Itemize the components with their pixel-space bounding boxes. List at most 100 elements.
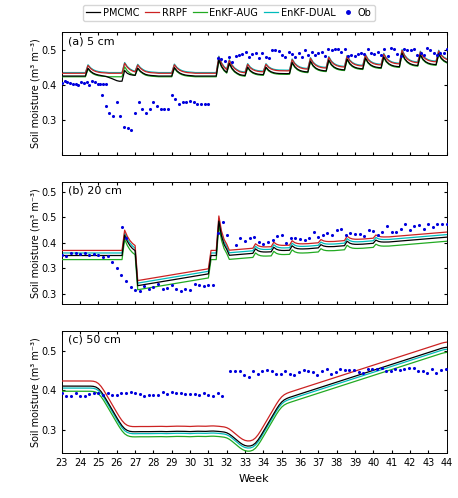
Point xyxy=(442,366,449,374)
Point xyxy=(154,391,162,399)
Point xyxy=(191,280,198,288)
Point xyxy=(419,367,426,375)
Point xyxy=(168,91,175,99)
Point xyxy=(420,51,427,59)
Point xyxy=(122,277,130,285)
Point xyxy=(365,226,372,234)
Point xyxy=(196,391,203,399)
Point xyxy=(360,232,368,240)
Point xyxy=(86,250,93,258)
Point xyxy=(122,389,130,397)
Point xyxy=(205,280,212,288)
Point xyxy=(186,389,194,397)
Point xyxy=(214,54,221,62)
Point xyxy=(391,45,398,53)
Point xyxy=(232,241,240,249)
Point xyxy=(407,45,414,53)
Point xyxy=(113,98,120,106)
Point xyxy=(438,220,446,228)
Point xyxy=(168,281,175,289)
Point xyxy=(348,51,355,59)
Point xyxy=(341,45,349,53)
Point xyxy=(324,229,331,237)
Point xyxy=(164,390,171,398)
Point xyxy=(131,109,139,117)
Point xyxy=(437,366,445,374)
Point xyxy=(273,232,281,240)
Point xyxy=(141,392,148,400)
Point xyxy=(286,370,294,378)
Point xyxy=(182,390,189,398)
Point xyxy=(420,225,427,233)
Point xyxy=(342,232,349,240)
Point xyxy=(296,236,304,244)
Point xyxy=(305,51,312,59)
Point xyxy=(142,109,150,117)
Point xyxy=(177,388,185,396)
Point xyxy=(91,78,98,86)
Point xyxy=(411,222,418,230)
Text: (a) 5 cm: (a) 5 cm xyxy=(68,36,114,46)
Point xyxy=(269,236,276,244)
Point xyxy=(400,45,408,53)
Point xyxy=(245,373,252,381)
Point xyxy=(66,79,74,87)
Point xyxy=(235,51,243,59)
Point xyxy=(394,50,401,58)
Point xyxy=(227,368,234,375)
Point xyxy=(403,46,411,54)
Text: (c) 50 cm: (c) 50 cm xyxy=(68,335,120,345)
Y-axis label: Soil moisture (m³ m⁻³): Soil moisture (m³ m⁻³) xyxy=(30,337,40,447)
Point xyxy=(338,48,345,56)
Point xyxy=(80,79,87,87)
Point xyxy=(334,45,342,53)
Point xyxy=(415,221,423,229)
Point xyxy=(58,389,65,397)
Point xyxy=(401,365,408,373)
Point xyxy=(325,45,332,53)
Point xyxy=(240,371,248,378)
Point xyxy=(433,369,440,376)
Point xyxy=(371,50,378,58)
Point xyxy=(161,105,168,113)
Point xyxy=(333,226,340,234)
Point xyxy=(273,371,280,378)
Point xyxy=(168,388,175,396)
Point xyxy=(173,389,180,397)
Point xyxy=(223,231,230,239)
Point xyxy=(76,392,84,400)
Point xyxy=(104,389,111,397)
Point xyxy=(177,287,185,295)
Point xyxy=(102,102,109,110)
Point xyxy=(315,233,322,241)
Point xyxy=(410,364,417,372)
Point xyxy=(355,369,362,376)
Point xyxy=(301,46,309,54)
Point xyxy=(288,50,295,58)
Point xyxy=(118,270,125,278)
Point xyxy=(232,52,240,60)
Point xyxy=(319,231,327,239)
Point xyxy=(379,228,386,236)
Point xyxy=(331,45,338,53)
Point xyxy=(344,52,352,60)
Point xyxy=(197,100,205,108)
Point xyxy=(392,365,399,373)
Point xyxy=(88,77,96,85)
Point xyxy=(414,367,422,375)
Point xyxy=(263,367,271,374)
Point xyxy=(374,231,382,239)
Point xyxy=(250,367,257,375)
Point xyxy=(190,98,197,106)
Point xyxy=(109,112,117,120)
Point xyxy=(378,365,385,373)
Point xyxy=(58,250,65,258)
Point xyxy=(310,228,317,236)
Point xyxy=(209,281,217,289)
Point xyxy=(278,51,286,59)
Point xyxy=(159,388,166,396)
Point xyxy=(196,281,203,289)
Point xyxy=(309,368,316,376)
Point xyxy=(255,238,262,246)
Point xyxy=(128,126,135,134)
